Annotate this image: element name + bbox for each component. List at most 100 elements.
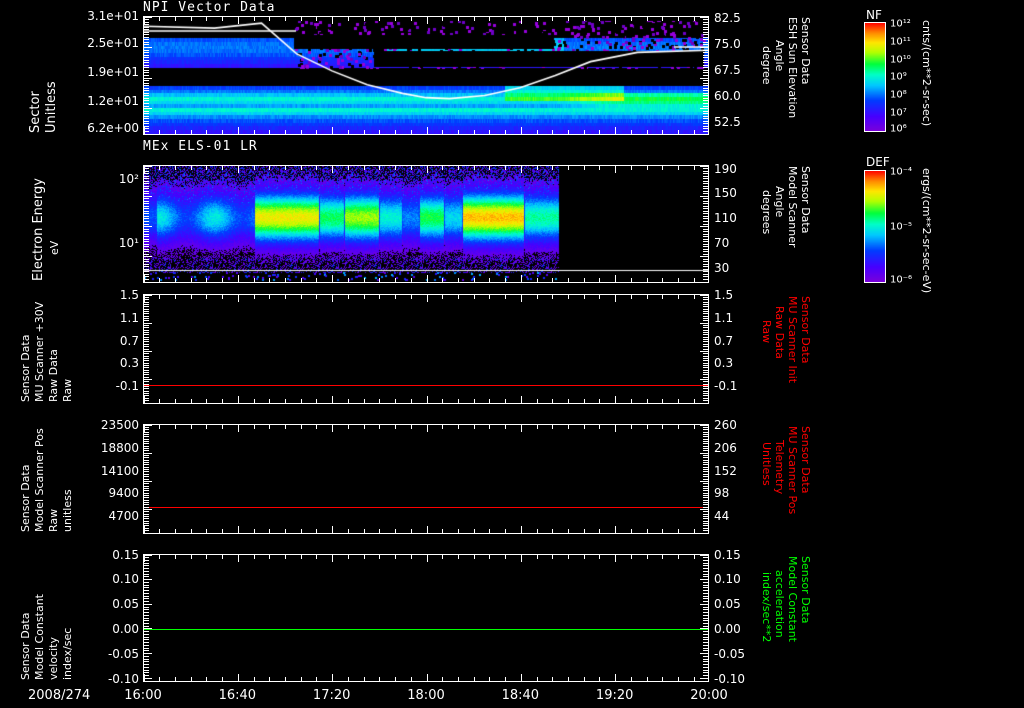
axis-minor-tick xyxy=(410,17,412,21)
axis-minor-tick xyxy=(703,397,708,399)
ytick: 82.5 xyxy=(714,11,741,25)
axis-minor-tick xyxy=(253,677,255,681)
axis-minor-tick xyxy=(700,322,708,324)
axis-minor-tick xyxy=(144,636,149,638)
axis-minor-tick xyxy=(300,425,302,429)
panel-model-scanner-pos[interactable] xyxy=(143,424,709,534)
panel-model-constant-velocity[interactable] xyxy=(143,554,709,682)
axis-minor-tick xyxy=(700,555,708,556)
nf-colorbar-gradient xyxy=(865,23,885,131)
panel-p4-left-label-1: Sensor Data xyxy=(19,464,32,532)
axis-minor-tick xyxy=(144,327,149,329)
axis-minor-tick xyxy=(144,281,149,282)
axis-minor-tick xyxy=(703,614,708,616)
axis-minor-tick xyxy=(703,570,708,572)
axis-minor-tick xyxy=(144,21,149,23)
panel-p3-left-axis: 1.5 1.1 0.7 0.3 -0.1 xyxy=(0,288,139,404)
ytick: 67.5 xyxy=(714,63,741,77)
ytick: 52.5 xyxy=(714,115,741,129)
axis-minor-tick xyxy=(703,466,708,468)
axis-minor-tick xyxy=(144,639,149,641)
ytick: -0.10 xyxy=(714,672,746,686)
axis-minor-tick xyxy=(144,494,149,496)
axis-minor-tick xyxy=(395,677,397,681)
axis-minor-tick xyxy=(144,450,149,452)
ytick: 0.05 xyxy=(714,597,741,611)
axis-minor-tick xyxy=(316,677,318,681)
axis-minor-tick xyxy=(347,399,349,403)
axis-minor-tick xyxy=(285,166,286,170)
axis-minor-tick xyxy=(703,655,708,657)
axis-minor-tick xyxy=(144,447,149,449)
axis-minor-tick xyxy=(703,400,708,402)
axis-minor-tick xyxy=(703,429,708,431)
panel-p3-left-label-4: Raw xyxy=(61,378,74,402)
axis-minor-tick xyxy=(599,166,601,170)
axis-minor-tick xyxy=(144,231,149,233)
axis-minor-tick xyxy=(144,85,149,87)
panel-npi-spectrogram[interactable] xyxy=(143,16,709,135)
axis-minor-tick xyxy=(159,166,161,170)
nf-colorbar[interactable] xyxy=(864,22,886,132)
axis-minor-tick xyxy=(457,555,459,559)
axis-minor-tick xyxy=(206,529,208,533)
axis-minor-tick xyxy=(700,166,708,167)
axis-minor-tick xyxy=(379,399,381,403)
axis-minor-tick xyxy=(703,62,708,64)
axis-minor-tick xyxy=(363,399,365,403)
axis-minor-tick xyxy=(703,527,708,529)
axis-minor-tick xyxy=(489,295,491,299)
axis-minor-tick xyxy=(144,653,152,655)
panel-mu-scanner-30v[interactable] xyxy=(143,294,709,404)
axis-minor-tick xyxy=(144,464,149,466)
axis-minor-tick xyxy=(700,379,708,381)
axis-minor-tick xyxy=(693,677,695,681)
axis-minor-tick xyxy=(144,355,149,357)
axis-minor-tick xyxy=(144,236,149,238)
axis-minor-tick xyxy=(703,125,708,127)
panel-p3-right-label-2: MU Scanner Init xyxy=(786,296,799,384)
axis-minor-tick xyxy=(442,555,444,559)
axis-minor-tick xyxy=(703,476,708,478)
axis-minor-tick xyxy=(703,115,708,117)
axis-minor-tick xyxy=(703,620,708,622)
axis-minor-tick xyxy=(159,130,161,134)
axis-minor-tick xyxy=(703,80,708,82)
axis-minor-tick xyxy=(206,399,208,403)
panel-els-spectrogram[interactable] xyxy=(143,165,709,283)
axis-minor-tick xyxy=(703,320,708,322)
axis-minor-tick xyxy=(693,130,695,134)
axis-minor-tick xyxy=(144,57,149,59)
axis-minor-tick xyxy=(144,205,149,207)
panel-p5-left-label-4: index/sec xyxy=(61,627,74,680)
nf-colorbar-title: NF xyxy=(866,8,882,22)
axis-minor-tick xyxy=(615,166,617,170)
axis-minor-tick xyxy=(703,31,708,33)
axis-minor-tick xyxy=(703,636,708,638)
axis-minor-tick xyxy=(662,399,664,403)
axis-minor-tick xyxy=(703,664,708,666)
ytick: 0.3 xyxy=(714,356,734,370)
axis-minor-tick xyxy=(703,395,708,397)
axis-minor-tick xyxy=(552,399,554,403)
axis-minor-tick xyxy=(703,334,708,336)
axis-minor-tick xyxy=(144,666,149,668)
ytick: 75.0 xyxy=(714,37,741,51)
axis-minor-tick xyxy=(144,329,149,331)
axis-minor-tick xyxy=(703,390,708,392)
axis-minor-tick xyxy=(144,87,149,89)
axis-minor-tick xyxy=(703,64,708,66)
axis-minor-tick xyxy=(379,425,381,429)
axis-minor-tick xyxy=(144,308,149,310)
axis-minor-tick xyxy=(144,62,149,64)
axis-minor-tick xyxy=(703,469,708,471)
axis-minor-tick xyxy=(703,52,708,54)
panel-p5-right-axis: 0.15 0.10 0.05 0.00 -0.05 -0.10 xyxy=(714,548,774,686)
axis-minor-tick xyxy=(144,473,149,475)
axis-minor-tick xyxy=(363,529,365,533)
def-colorbar[interactable] xyxy=(864,170,886,283)
axis-minor-tick xyxy=(552,677,554,681)
axis-minor-tick xyxy=(703,39,708,41)
panel-p3-right-label-3: Raw Data xyxy=(773,306,786,359)
axis-minor-tick xyxy=(703,105,708,107)
